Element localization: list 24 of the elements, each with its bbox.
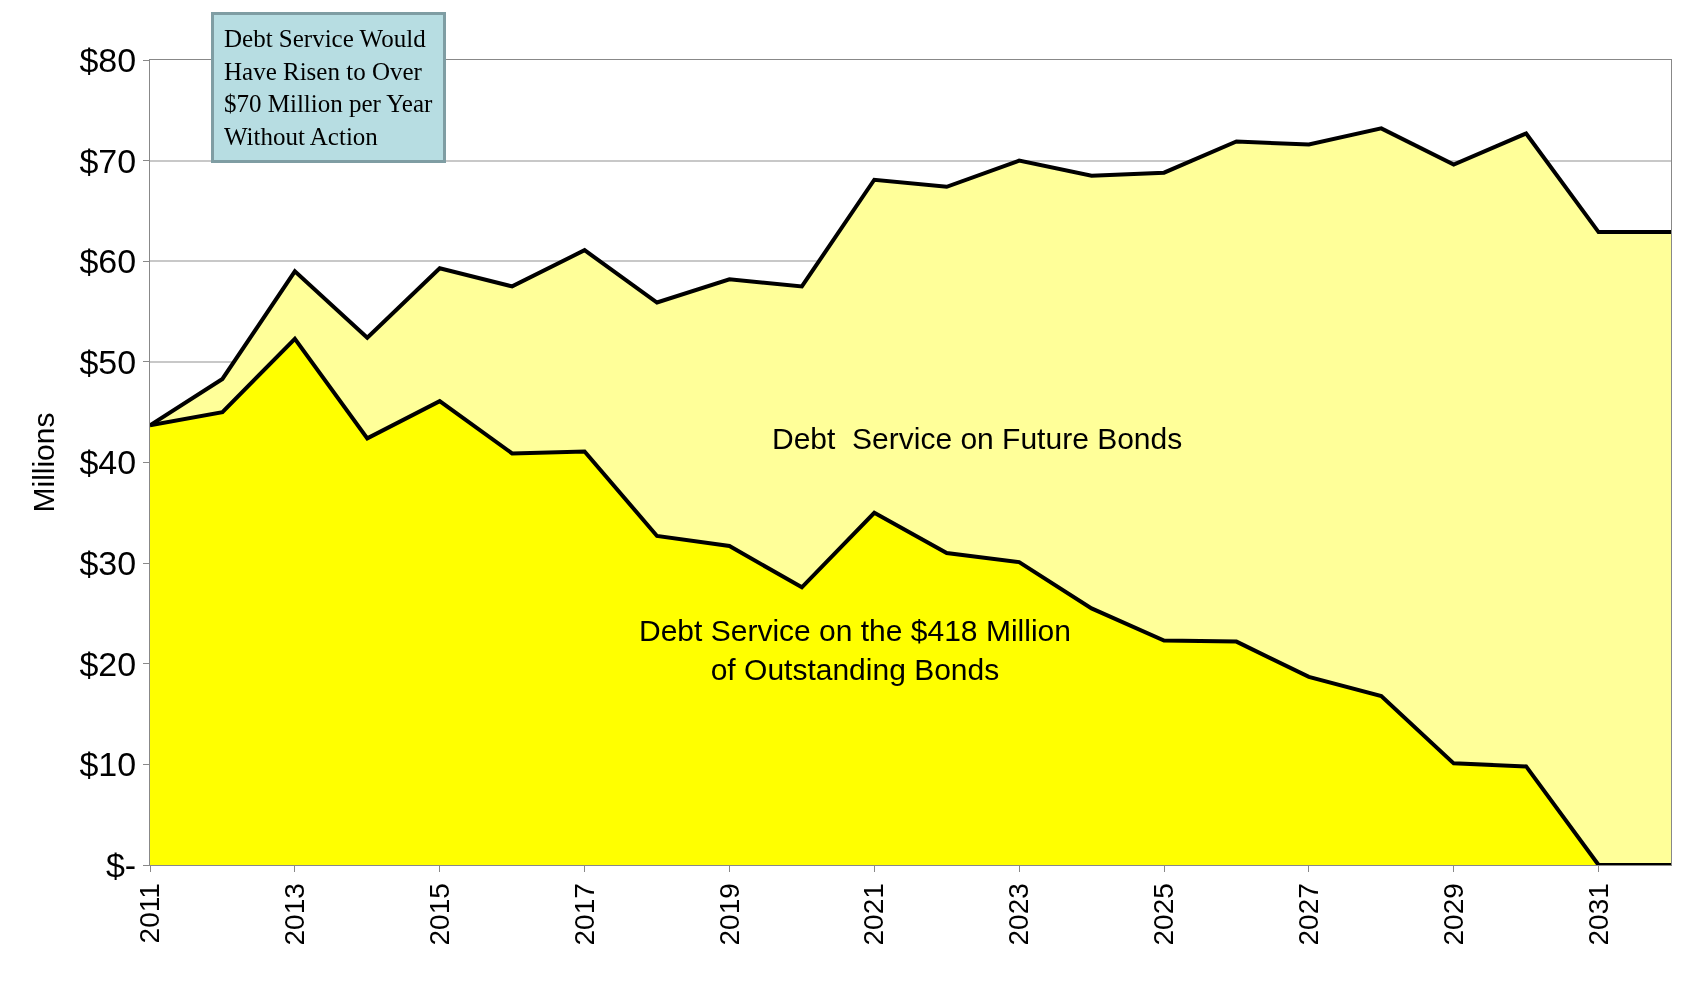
series-label: Debt Service on Future Bonds bbox=[772, 422, 1183, 455]
y-tick-label: $- bbox=[105, 845, 137, 884]
y-tick-label: $80 bbox=[79, 40, 137, 79]
x-tick-label: 2017 bbox=[568, 883, 600, 946]
y-tick-label: $50 bbox=[79, 342, 137, 381]
y-tick-label: $20 bbox=[79, 644, 137, 683]
x-tick-label: 2029 bbox=[1437, 883, 1469, 946]
y-tick-label: $60 bbox=[79, 242, 137, 281]
x-tick-label: 2031 bbox=[1582, 883, 1614, 946]
x-tick-label: 2015 bbox=[423, 883, 455, 946]
y-tick-label: $30 bbox=[79, 544, 137, 583]
y-tick-label: $10 bbox=[79, 745, 137, 784]
x-tick-label: 2021 bbox=[858, 883, 890, 946]
series-label: Debt Service on the $418 Million of Outstanding Bonds bbox=[639, 614, 1071, 686]
y-tick-label: $70 bbox=[79, 141, 137, 180]
x-tick-label: 2019 bbox=[713, 883, 745, 946]
annotation: Debt Service Would Have Risen to Over $70 Million per Year Without Action bbox=[224, 25, 433, 150]
x-tick-label: 2025 bbox=[1148, 883, 1180, 946]
y-tick-label: $40 bbox=[79, 443, 137, 482]
x-tick-label: 2013 bbox=[278, 883, 310, 946]
x-tick-label: 2027 bbox=[1292, 883, 1324, 946]
y-axis-title: Millions bbox=[27, 412, 61, 513]
x-tick-label: 2023 bbox=[1003, 883, 1035, 946]
x-tick-label: 2011 bbox=[134, 883, 166, 944]
